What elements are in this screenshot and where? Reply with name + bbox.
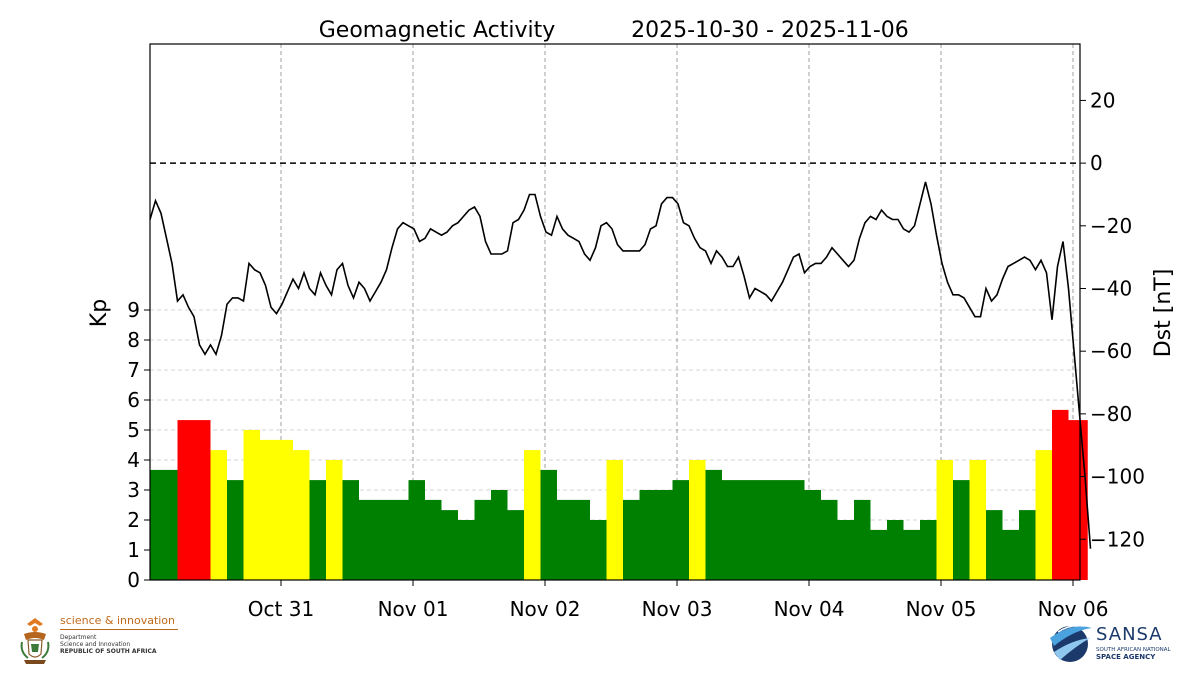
kp-bar [150, 469, 178, 580]
x-tick-label: Oct 31 [248, 597, 314, 621]
kp-bar [425, 499, 442, 580]
dsi-logo: science & innovation Department Science … [18, 612, 178, 670]
dsi-country: REPUBLIC OF SOUTH AFRICA [60, 648, 157, 655]
kp-bar [705, 469, 722, 580]
kp-tick-label: 7 [127, 358, 140, 382]
kp-bar [1052, 409, 1069, 580]
sansa-sub-line: SOUTH AFRICAN NATIONAL [1096, 647, 1171, 653]
chart-date-range: 2025-10-30 - 2025-11-06 [631, 18, 909, 43]
dst-tick-label: −100 [1090, 465, 1145, 489]
kp-bar [210, 450, 227, 580]
x-tick-label: Nov 04 [774, 597, 845, 621]
kp-bar [903, 529, 920, 580]
dst-tick-label: 20 [1090, 88, 1115, 112]
kp-bar [722, 480, 805, 580]
kp-bar [639, 490, 673, 580]
dst-tick-label: −20 [1090, 214, 1132, 238]
kp-bar [474, 499, 491, 580]
kp-tick-label: 9 [127, 298, 140, 322]
kp-bar [986, 510, 1003, 580]
dst-tick-label: −80 [1090, 402, 1132, 426]
kp-bar [342, 480, 359, 580]
x-tick-label: Nov 02 [510, 597, 581, 621]
kp-tick-label: 1 [127, 538, 140, 562]
sansa-logo: SANSA SOUTH AFRICAN NATIONAL SPACE AGENC… [1048, 614, 1178, 670]
kp-bar [1019, 510, 1036, 580]
kp-bar [491, 490, 508, 580]
kp-bar [969, 460, 986, 580]
dst-tick-label: −120 [1090, 527, 1145, 551]
kp-bar [953, 480, 970, 580]
kp-bar [804, 490, 821, 580]
x-tick-label: Nov 03 [642, 597, 713, 621]
dst-tick-label: 0 [1090, 151, 1103, 175]
kp-bar [293, 450, 310, 580]
kp-bar [870, 529, 887, 580]
x-tick-label: Nov 05 [906, 597, 977, 621]
kp-bar [606, 460, 623, 580]
kp-bar [887, 520, 904, 580]
kp-bar [689, 460, 706, 580]
coat-of-arms-icon [20, 618, 50, 664]
kp-tick-label: 5 [127, 418, 140, 442]
kp-bar [309, 480, 326, 580]
sansa-agency: SPACE AGENCY [1096, 653, 1156, 661]
kp-bar [936, 460, 953, 580]
kp-bar [590, 520, 607, 580]
kp-bar [359, 499, 409, 580]
kp-tick-label: 3 [127, 478, 140, 502]
kp-bars [150, 409, 1088, 580]
dsi-sub-line-2: Science and Innovation [60, 641, 131, 648]
kp-bar [672, 480, 689, 580]
kp-bar [1068, 420, 1088, 580]
kp-bar [821, 499, 838, 580]
sansa-swoosh-icon [1050, 624, 1092, 662]
kp-bar [540, 469, 557, 580]
kp-bar [920, 520, 937, 580]
x-tick-label: Nov 06 [1038, 597, 1109, 621]
x-tick-label: Nov 01 [378, 597, 449, 621]
kp-tick-label: 0 [127, 568, 140, 592]
kp-bar [1002, 529, 1019, 580]
kp-bar [243, 430, 260, 580]
kp-bar [623, 499, 640, 580]
kp-axis-label: Kp [87, 299, 112, 327]
kp-bar [458, 520, 475, 580]
plot-frame [149, 43, 1081, 581]
kp-bar [507, 510, 524, 580]
axes: 0 1 2 3 4 5 6 7 8 9 20 0 −20 −40 −60 −80 −100 −120 Oct 31 N… [127, 88, 1145, 621]
kp-bar [177, 420, 211, 580]
kp-bar [524, 450, 541, 580]
dsi-divider [60, 629, 178, 630]
dsi-sub-line-1: Department [60, 634, 97, 641]
kp-bar [408, 480, 425, 580]
kp-tick-label: 8 [127, 328, 140, 352]
dst-axis-label: Dst [nT] [1151, 269, 1176, 358]
dst-tick-label: −60 [1090, 339, 1132, 363]
kp-bar [326, 460, 343, 580]
dsi-title: science & innovation [60, 614, 176, 627]
kp-bar [837, 520, 854, 580]
kp-bar [854, 499, 871, 580]
kp-bar [260, 439, 293, 580]
dst-line [149, 181, 1092, 549]
dst-tick-label: −40 [1090, 276, 1132, 300]
kp-tick-label: 2 [127, 508, 140, 532]
kp-tick-label: 4 [127, 448, 140, 472]
kp-bar [441, 510, 458, 580]
chart-title: Geomagnetic Activity [319, 18, 556, 43]
kp-bar [557, 499, 590, 580]
kp-bar [1035, 450, 1052, 580]
kp-bar [227, 480, 244, 580]
kp-tick-label: 6 [127, 388, 140, 412]
sansa-name: SANSA [1096, 624, 1163, 645]
